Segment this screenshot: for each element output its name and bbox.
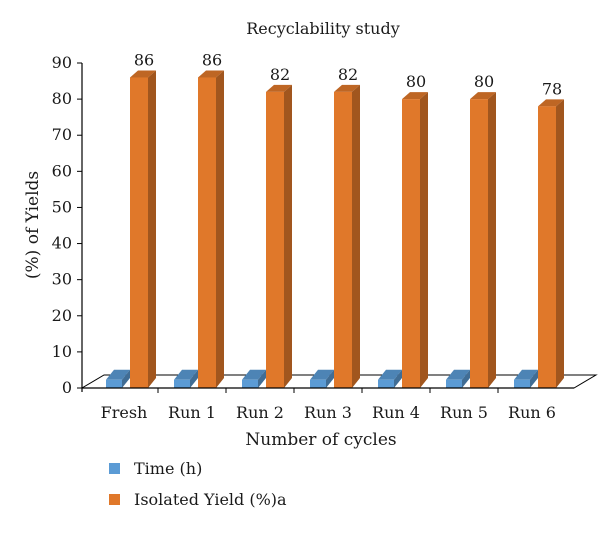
bar-side-face [258,369,266,388]
bar-yield [198,70,224,388]
bar-side-face [216,70,224,388]
bar-front-face [538,106,556,388]
legend-swatch [109,463,120,474]
bar-front-face [174,379,190,388]
bar-front-face [470,99,488,388]
x-tick-label: Run 6 [508,403,556,422]
bar-front-face [242,379,258,388]
data-label: 78 [542,79,562,98]
bar-yield [130,70,156,388]
bar-top-face [470,92,496,100]
bar-time [242,369,266,388]
bar-yield [470,92,496,388]
bar-side-face [148,70,156,388]
y-tick-label: 90 [52,53,72,72]
bar-front-face [334,91,352,388]
bar-yield [266,84,292,388]
bar-top-face [334,84,360,92]
bar-side-face [556,99,564,388]
x-tick-label: Fresh [101,403,148,422]
bar-time [106,369,130,388]
bar-yield [402,92,428,388]
x-axis-label: Number of cycles [245,430,396,450]
bar-top-face [130,70,156,78]
bar-side-face [326,369,334,388]
bar-top-face [402,92,428,100]
bar-time [174,369,198,388]
bar-front-face [378,379,394,388]
bar-yield [538,99,564,388]
legend-label: Isolated Yield (%)a [134,490,287,509]
legend-swatch [109,494,120,505]
bar-time [446,369,470,388]
bar-side-face [420,92,428,388]
legend-label: Time (h) [134,459,202,478]
bar-top-face [198,70,224,78]
bar-front-face [402,99,420,388]
data-label: 82 [338,65,358,84]
data-label: 80 [406,72,426,91]
bar-time [514,369,538,388]
data-label: 86 [134,50,154,69]
bar-yield [334,84,360,388]
x-tick-label: Run 4 [372,403,420,422]
bar-side-face [530,369,538,388]
data-label: 80 [474,72,494,91]
y-tick-label: 40 [52,234,72,253]
bar-front-face [310,379,326,388]
y-axis: 0 10 20 30 40 50 60 70 80 90 [52,53,83,397]
bar-front-face [266,91,284,388]
x-tick-label: Run 5 [440,403,488,422]
bar-front-face [130,77,148,388]
bar-time [378,369,402,388]
data-label: 86 [202,50,222,69]
bar-side-face [190,369,198,388]
bar-time [310,369,334,388]
y-axis-label: (%) of Yields [23,171,43,279]
y-tick-label: 30 [52,270,72,289]
x-tick-label: Run 3 [304,403,352,422]
bar-top-face [266,84,292,92]
y-tick-label: 70 [52,125,72,144]
y-tick-label: 10 [52,342,72,361]
bar-side-face [284,84,292,388]
bar-front-face [514,379,530,388]
bar-front-face [106,379,122,388]
bar-side-face [462,369,470,388]
legend: Time (h) Isolated Yield (%)a [109,459,287,509]
bar-front-face [446,379,462,388]
bar-top-face [538,99,564,107]
x-tick-label: Run 1 [168,403,216,422]
data-label: 82 [270,65,290,84]
chart-title: Recyclability study [246,19,400,38]
x-axis: Fresh Run 1 Run 2 Run 3 Run 4 Run 5 Run 6 [82,387,574,422]
bar-side-face [352,84,360,388]
y-tick-label: 20 [52,306,72,325]
y-tick-label: 80 [52,89,72,108]
bars: 86 86 82 82 80 80 78 [106,50,564,388]
y-tick-label: 0 [62,378,72,397]
y-tick-label: 60 [52,161,72,180]
x-tick-label: Run 2 [236,403,284,422]
y-tick-label: 50 [52,197,72,216]
bar-side-face [122,369,130,388]
bar-side-face [488,92,496,388]
bar-front-face [198,77,216,388]
bar-side-face [394,369,402,388]
